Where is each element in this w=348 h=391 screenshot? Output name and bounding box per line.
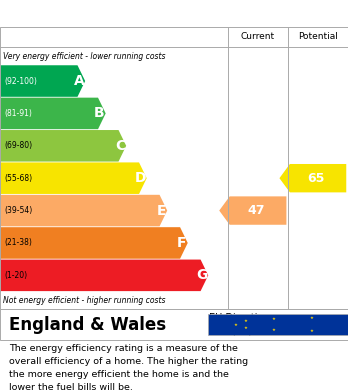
Polygon shape bbox=[0, 98, 106, 129]
Text: ★: ★ bbox=[347, 317, 348, 321]
Text: (1-20): (1-20) bbox=[4, 271, 27, 280]
Text: (81-91): (81-91) bbox=[4, 109, 32, 118]
Text: Energy Efficiency Rating: Energy Efficiency Rating bbox=[9, 6, 211, 21]
Text: EU Directive
2002/91/EC: EU Directive 2002/91/EC bbox=[209, 312, 269, 337]
Text: England & Wales: England & Wales bbox=[9, 316, 166, 334]
Text: Not energy efficient - higher running costs: Not energy efficient - higher running co… bbox=[3, 296, 166, 305]
Text: D: D bbox=[135, 171, 146, 185]
Text: Very energy efficient - lower running costs: Very energy efficient - lower running co… bbox=[3, 52, 166, 61]
Text: G: G bbox=[196, 268, 208, 282]
Text: C: C bbox=[115, 139, 125, 153]
Polygon shape bbox=[0, 65, 85, 97]
Text: (92-100): (92-100) bbox=[4, 77, 37, 86]
Text: ★: ★ bbox=[272, 317, 276, 321]
Text: The energy efficiency rating is a measure of the
overall efficiency of a home. T: The energy efficiency rating is a measur… bbox=[9, 344, 248, 391]
Text: ★: ★ bbox=[309, 316, 314, 320]
Polygon shape bbox=[0, 162, 147, 194]
Text: 47: 47 bbox=[247, 204, 265, 217]
Text: ★: ★ bbox=[309, 329, 314, 333]
Polygon shape bbox=[0, 260, 208, 291]
Text: 65: 65 bbox=[307, 172, 325, 185]
Text: E: E bbox=[156, 204, 166, 217]
Bar bbox=[208, 314, 348, 335]
Text: ★: ★ bbox=[244, 326, 248, 330]
Text: A: A bbox=[74, 74, 85, 88]
Text: (39-54): (39-54) bbox=[4, 206, 32, 215]
Polygon shape bbox=[0, 130, 126, 161]
Polygon shape bbox=[0, 227, 188, 259]
Text: Potential: Potential bbox=[298, 32, 338, 41]
Polygon shape bbox=[219, 196, 286, 225]
Polygon shape bbox=[279, 164, 346, 192]
Text: F: F bbox=[177, 236, 186, 250]
Text: B: B bbox=[94, 106, 105, 120]
Text: (21-38): (21-38) bbox=[4, 239, 32, 248]
Text: ★: ★ bbox=[272, 328, 276, 332]
Text: ★: ★ bbox=[234, 323, 238, 326]
Text: (69-80): (69-80) bbox=[4, 141, 32, 150]
Text: ★: ★ bbox=[347, 328, 348, 332]
Polygon shape bbox=[0, 195, 167, 226]
Text: (55-68): (55-68) bbox=[4, 174, 32, 183]
Text: Current: Current bbox=[241, 32, 275, 41]
Text: ★: ★ bbox=[244, 319, 248, 323]
